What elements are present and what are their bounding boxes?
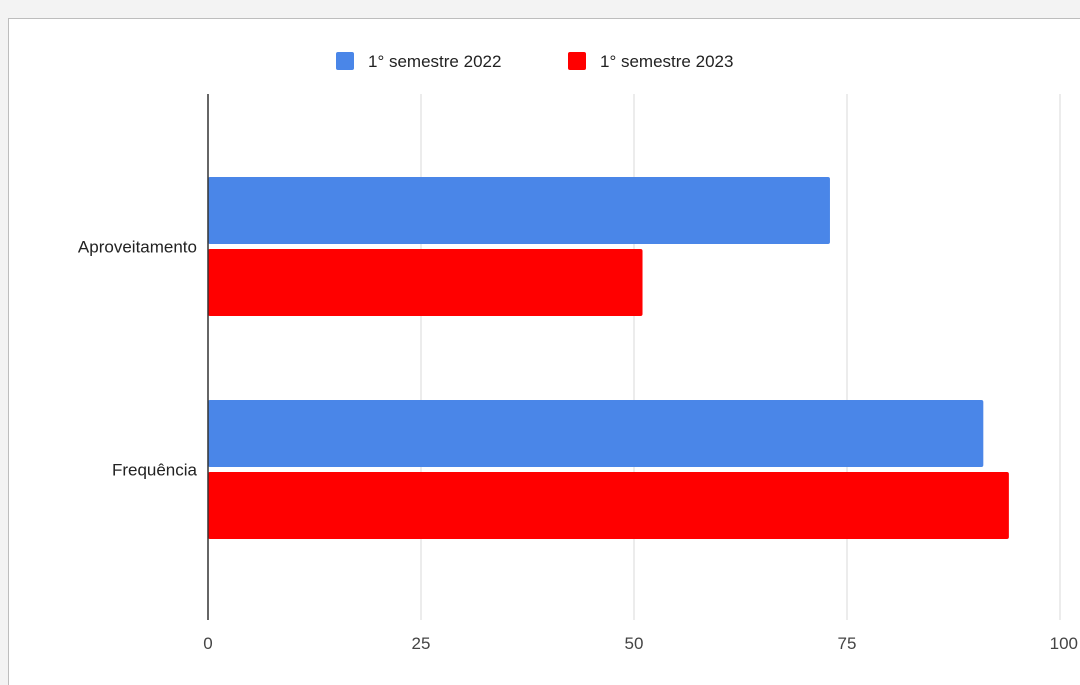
chart-frame — [8, 18, 1080, 685]
x-tick-label: 50 — [625, 634, 644, 653]
legend-swatch-2022 — [336, 52, 354, 70]
category-label: Aproveitamento — [78, 238, 197, 257]
bar-2022-aproveitamento — [208, 177, 830, 244]
legend-swatch-2023 — [568, 52, 586, 70]
gridlines — [420, 94, 1061, 620]
x-tick-label: 25 — [412, 634, 431, 653]
x-tick-label: 0 — [203, 634, 212, 653]
bars — [208, 177, 1009, 539]
x-tick-label: 75 — [838, 634, 857, 653]
legend: 1° semestre 2022 1° semestre 2023 — [336, 52, 733, 71]
bar-2023-frequencia — [208, 472, 1009, 539]
bar-2022-frequencia — [208, 400, 984, 467]
legend-label-2022: 1° semestre 2022 — [368, 52, 501, 71]
x-axis-ticks: 0 25 50 75 100 — [203, 634, 1078, 653]
bar-2023-aproveitamento — [208, 249, 643, 316]
y-axis-categories: Aproveitamento Frequência — [78, 238, 198, 480]
x-tick-label: 100 — [1050, 634, 1078, 653]
legend-label-2023: 1° semestre 2023 — [600, 52, 733, 71]
category-label: Frequência — [112, 461, 198, 480]
